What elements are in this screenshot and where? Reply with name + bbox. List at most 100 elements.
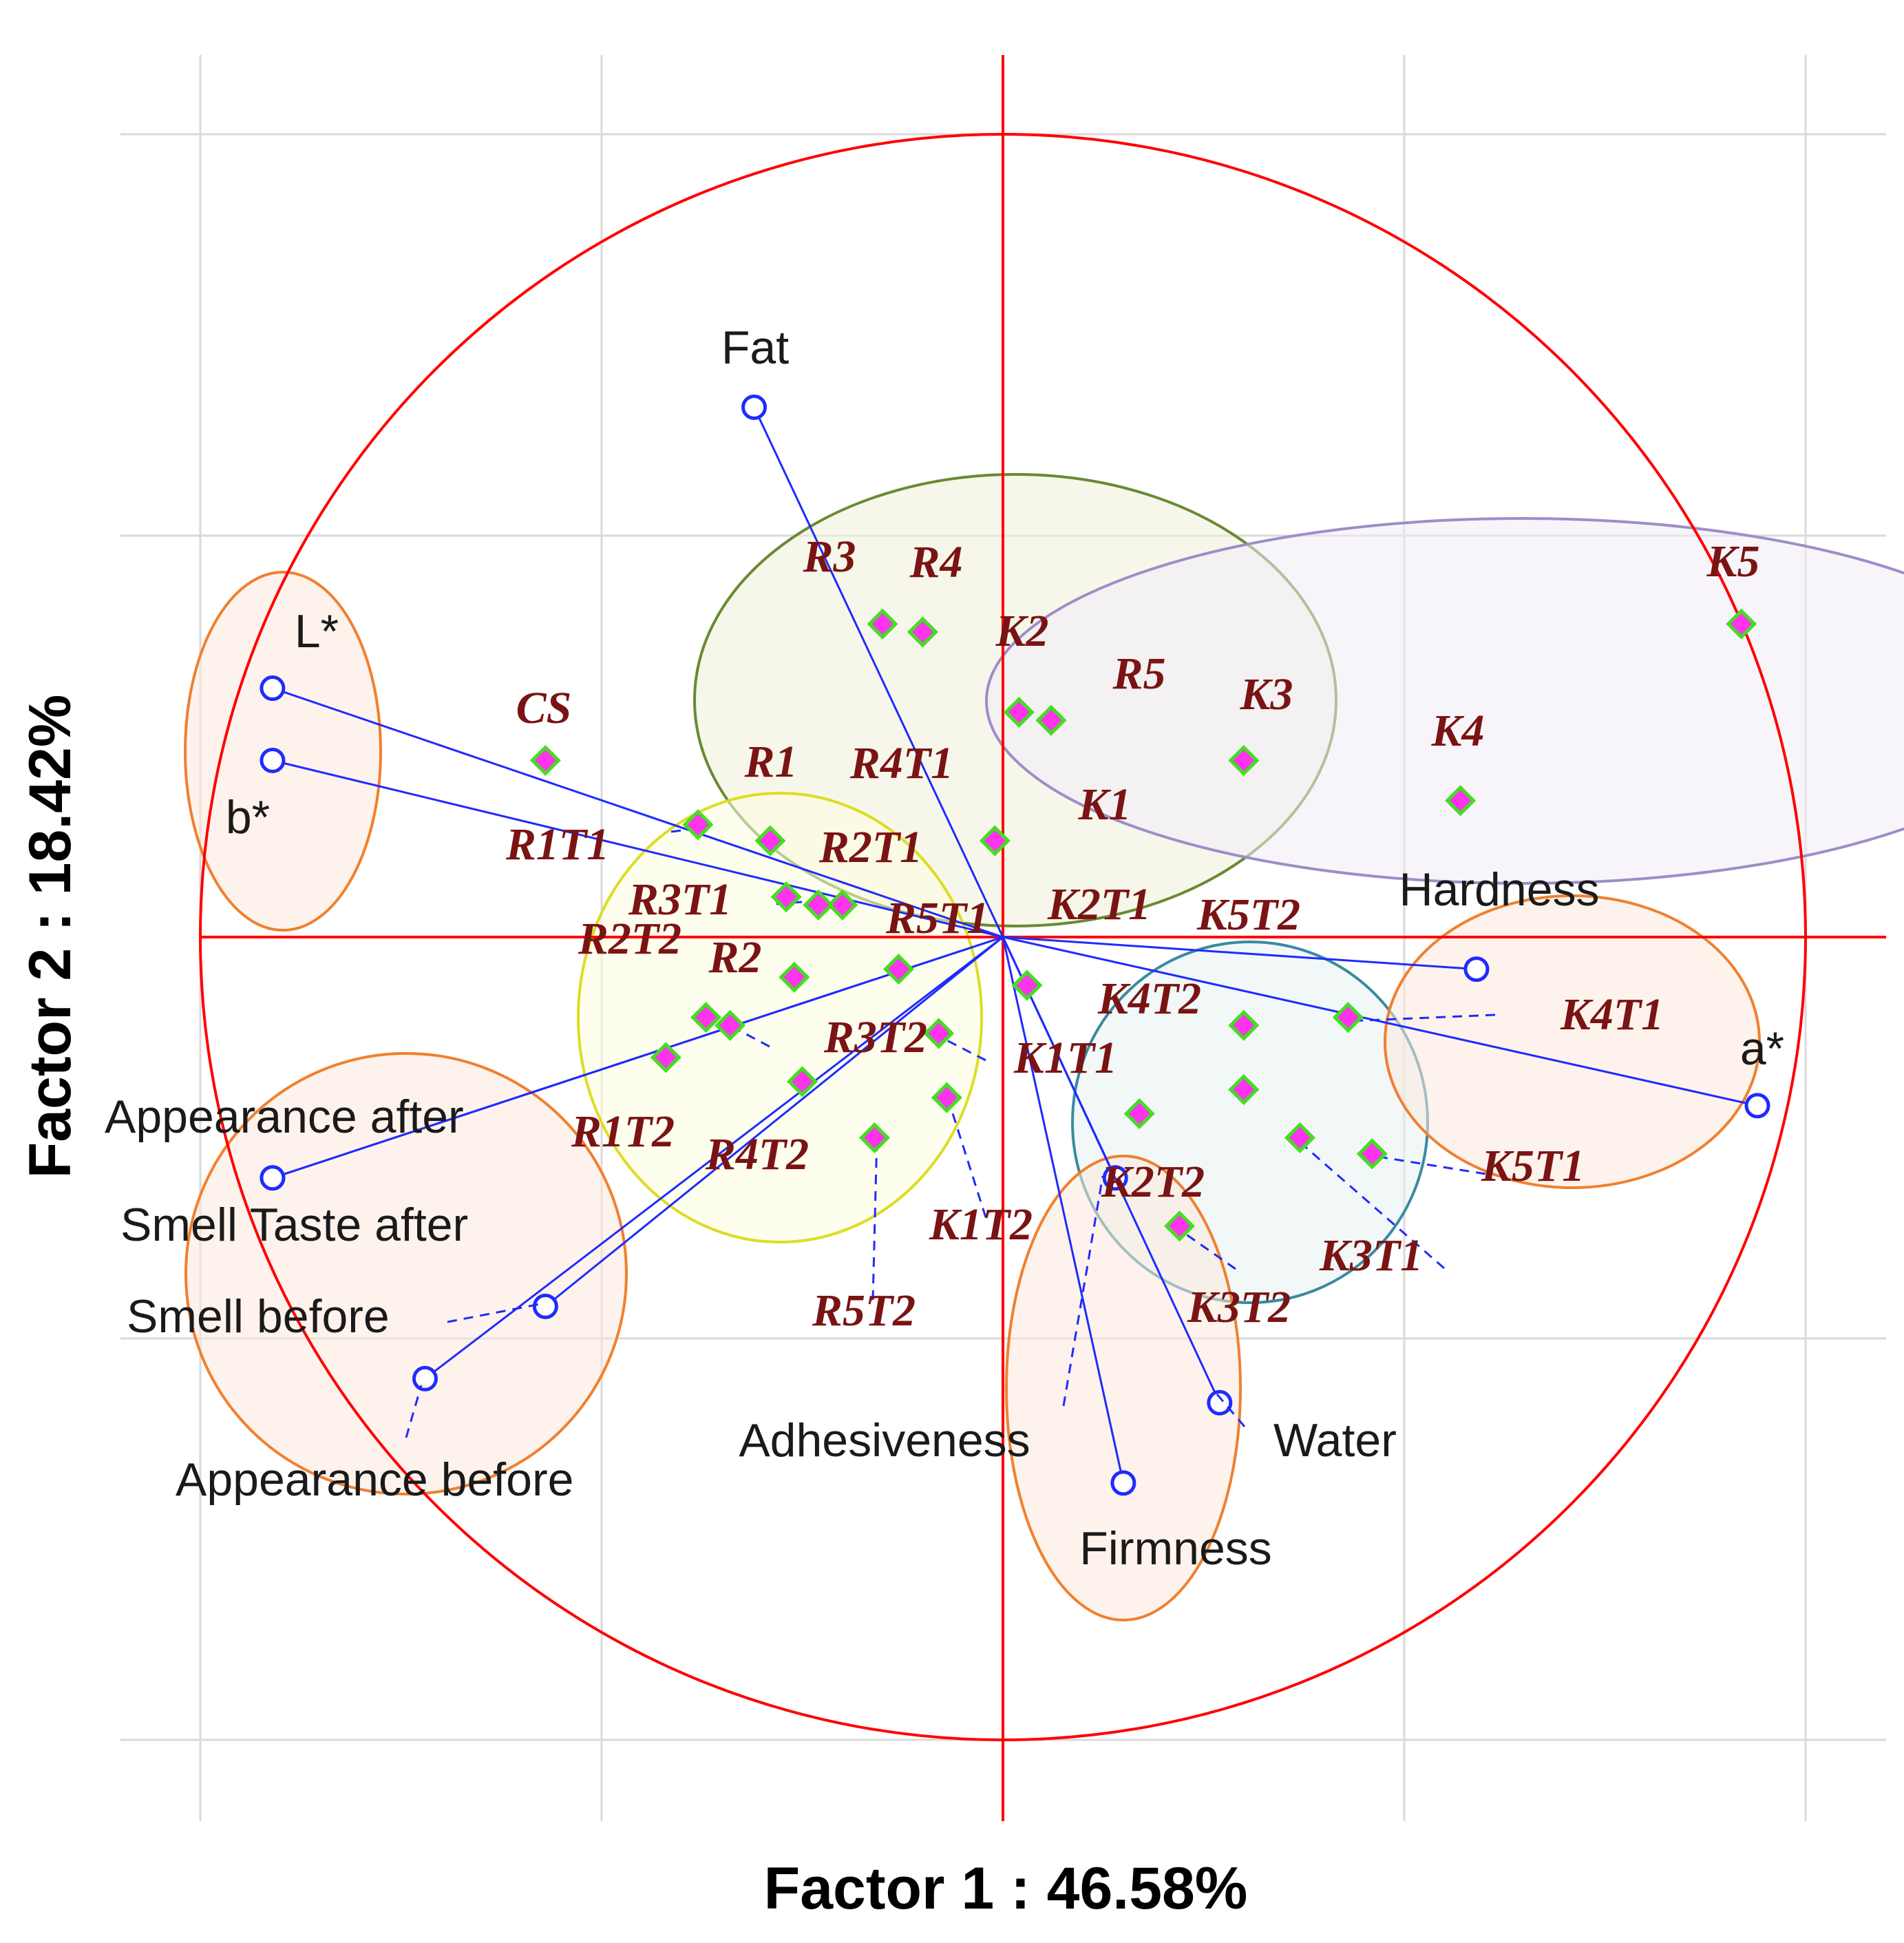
observation-label-r5: R5 (1112, 649, 1165, 699)
x-axis-title: Factor 1 : 46.58% (764, 1856, 1248, 1922)
observation-label-k2t1: K2T1 (1047, 879, 1151, 930)
vector-b (272, 759, 1004, 938)
observation-label-r2: R2 (708, 932, 761, 983)
point-r1t1 (682, 809, 714, 841)
point-k1t1 (923, 1018, 955, 1049)
point-k3 (1228, 744, 1260, 777)
observation-label-r1t1: R1T1 (505, 819, 609, 870)
vector-l (272, 687, 1004, 938)
point-r2 (779, 961, 810, 993)
observation-label-k4: K4 (1430, 706, 1484, 756)
vector-smell-taste-after (272, 936, 1004, 1179)
point-r3t2 (715, 1009, 746, 1041)
cluster-ellipse (184, 1052, 628, 1495)
leader-line (1369, 1154, 1486, 1175)
observation-label-r5t2: R5T2 (812, 1285, 916, 1336)
observation-label-k5t2: K5T2 (1196, 890, 1300, 940)
point-r3t1 (770, 881, 802, 913)
observation-label-r3t2: R3T2 (823, 1012, 927, 1062)
point-k3t2 (1163, 1210, 1196, 1242)
observation-label-k2: K2 (995, 606, 1048, 656)
observation-label-r1: R1 (743, 737, 797, 787)
observation-label-k2t2: K2T2 (1101, 1157, 1205, 1207)
observation-label-r2t1: R2T1 (818, 822, 922, 872)
observation-label-k5: K5 (1706, 536, 1759, 587)
observation-label-r2t2: R2T2 (578, 914, 681, 964)
observation-labels: CS R1 R1T1 R2T1 R3T1 R4T1 R2 R2T2 R3T2 R1T2 R4T2 R5… (505, 532, 1760, 1336)
point-r2t1 (827, 889, 858, 921)
point-r4t1 (803, 889, 834, 921)
leader-line (935, 1033, 986, 1062)
leader-line (871, 1135, 878, 1301)
observation-label-k3t1: K3T1 (1319, 1230, 1423, 1281)
observation-label-r4: R4 (909, 537, 962, 587)
variable-marker-hardness (1463, 956, 1490, 983)
variable-label-b: b* (226, 791, 270, 843)
variable-label-fat: Fat (721, 322, 789, 374)
variable-label-water: Water (1273, 1414, 1397, 1467)
point-r5t2 (858, 1122, 890, 1154)
point-k1t2 (931, 1082, 962, 1113)
leader-line (405, 1385, 423, 1438)
point-k5t1 (1356, 1138, 1388, 1170)
observation-label-k4t1: K4T1 (1560, 989, 1664, 1040)
variable-label-a: a* (1740, 1022, 1784, 1075)
vector-hardness (1002, 936, 1477, 971)
label-leader-lines (405, 827, 1496, 1438)
observation-label-r3t1: R3T1 (628, 874, 732, 925)
point-r1 (754, 825, 786, 857)
variable-marker-a (1744, 1093, 1770, 1119)
variable-marker-firmness (1110, 1470, 1136, 1496)
variable-marker-smell-taste-after (260, 1165, 286, 1191)
point-r4t2 (786, 1066, 818, 1097)
observation-label-k3: K3 (1239, 669, 1293, 720)
vector-smell-before (544, 936, 1004, 1307)
point-k3t1 (1284, 1122, 1315, 1154)
variable-vectors (260, 394, 1770, 1496)
observation-label-k4t2: K4T2 (1097, 974, 1201, 1024)
cluster-ellipse (184, 571, 382, 932)
point-r2t2 (690, 1002, 722, 1033)
variable-marker-l (260, 675, 286, 702)
observation-label-r4t2: R4T2 (705, 1129, 809, 1179)
variable-labels: Fat L* b* Hardness a* Appearance after Smell T… (105, 322, 1784, 1575)
point-k1 (979, 825, 1011, 857)
observation-points (529, 608, 1757, 1242)
cluster-ellipse (985, 517, 1904, 885)
variable-marker-fat (741, 394, 768, 420)
point-r3 (867, 608, 898, 640)
point-r1t2 (650, 1042, 681, 1073)
variable-marker-b (260, 747, 286, 773)
vector-water (1002, 936, 1221, 1403)
variable-label-appearance-after: Appearance after (105, 1091, 464, 1143)
vector-appearance-before (424, 936, 1004, 1380)
leader-line (946, 1095, 987, 1218)
observation-label-r3: R3 (802, 532, 856, 582)
point-k2t2 (1123, 1097, 1155, 1130)
observation-label-k5t1: K5T1 (1481, 1141, 1585, 1191)
point-r5 (1035, 704, 1067, 736)
point-k5t2 (1228, 1009, 1260, 1041)
point-r5t1 (882, 954, 914, 985)
observation-label-k1t2: K1T2 (929, 1199, 1033, 1250)
observation-label-cs: CS (516, 683, 572, 733)
y-axis-title: Factor 2 : 18.42% (17, 695, 83, 1179)
point-k4t1 (1332, 1002, 1364, 1033)
point-k4 (1445, 785, 1477, 817)
point-r4 (907, 616, 938, 648)
variable-label-smell-before: Smell before (127, 1290, 390, 1343)
vector-a (1002, 936, 1758, 1107)
point-k2t1 (1011, 969, 1043, 1001)
leader-line (1062, 1175, 1104, 1407)
variable-label-appearance-before: Appearance before (176, 1453, 573, 1506)
variable-label-l: L* (295, 605, 339, 658)
point-cs (529, 744, 561, 777)
variable-marker-water (1207, 1389, 1233, 1416)
variable-label-hardness: Hardness (1399, 863, 1599, 916)
variable-marker-appearance-before (412, 1365, 438, 1391)
cluster-ellipse (1005, 1155, 1242, 1621)
leader-line (1178, 1228, 1236, 1270)
leader-line (1348, 1013, 1496, 1022)
observation-label-r4t1: R4T1 (849, 738, 953, 788)
